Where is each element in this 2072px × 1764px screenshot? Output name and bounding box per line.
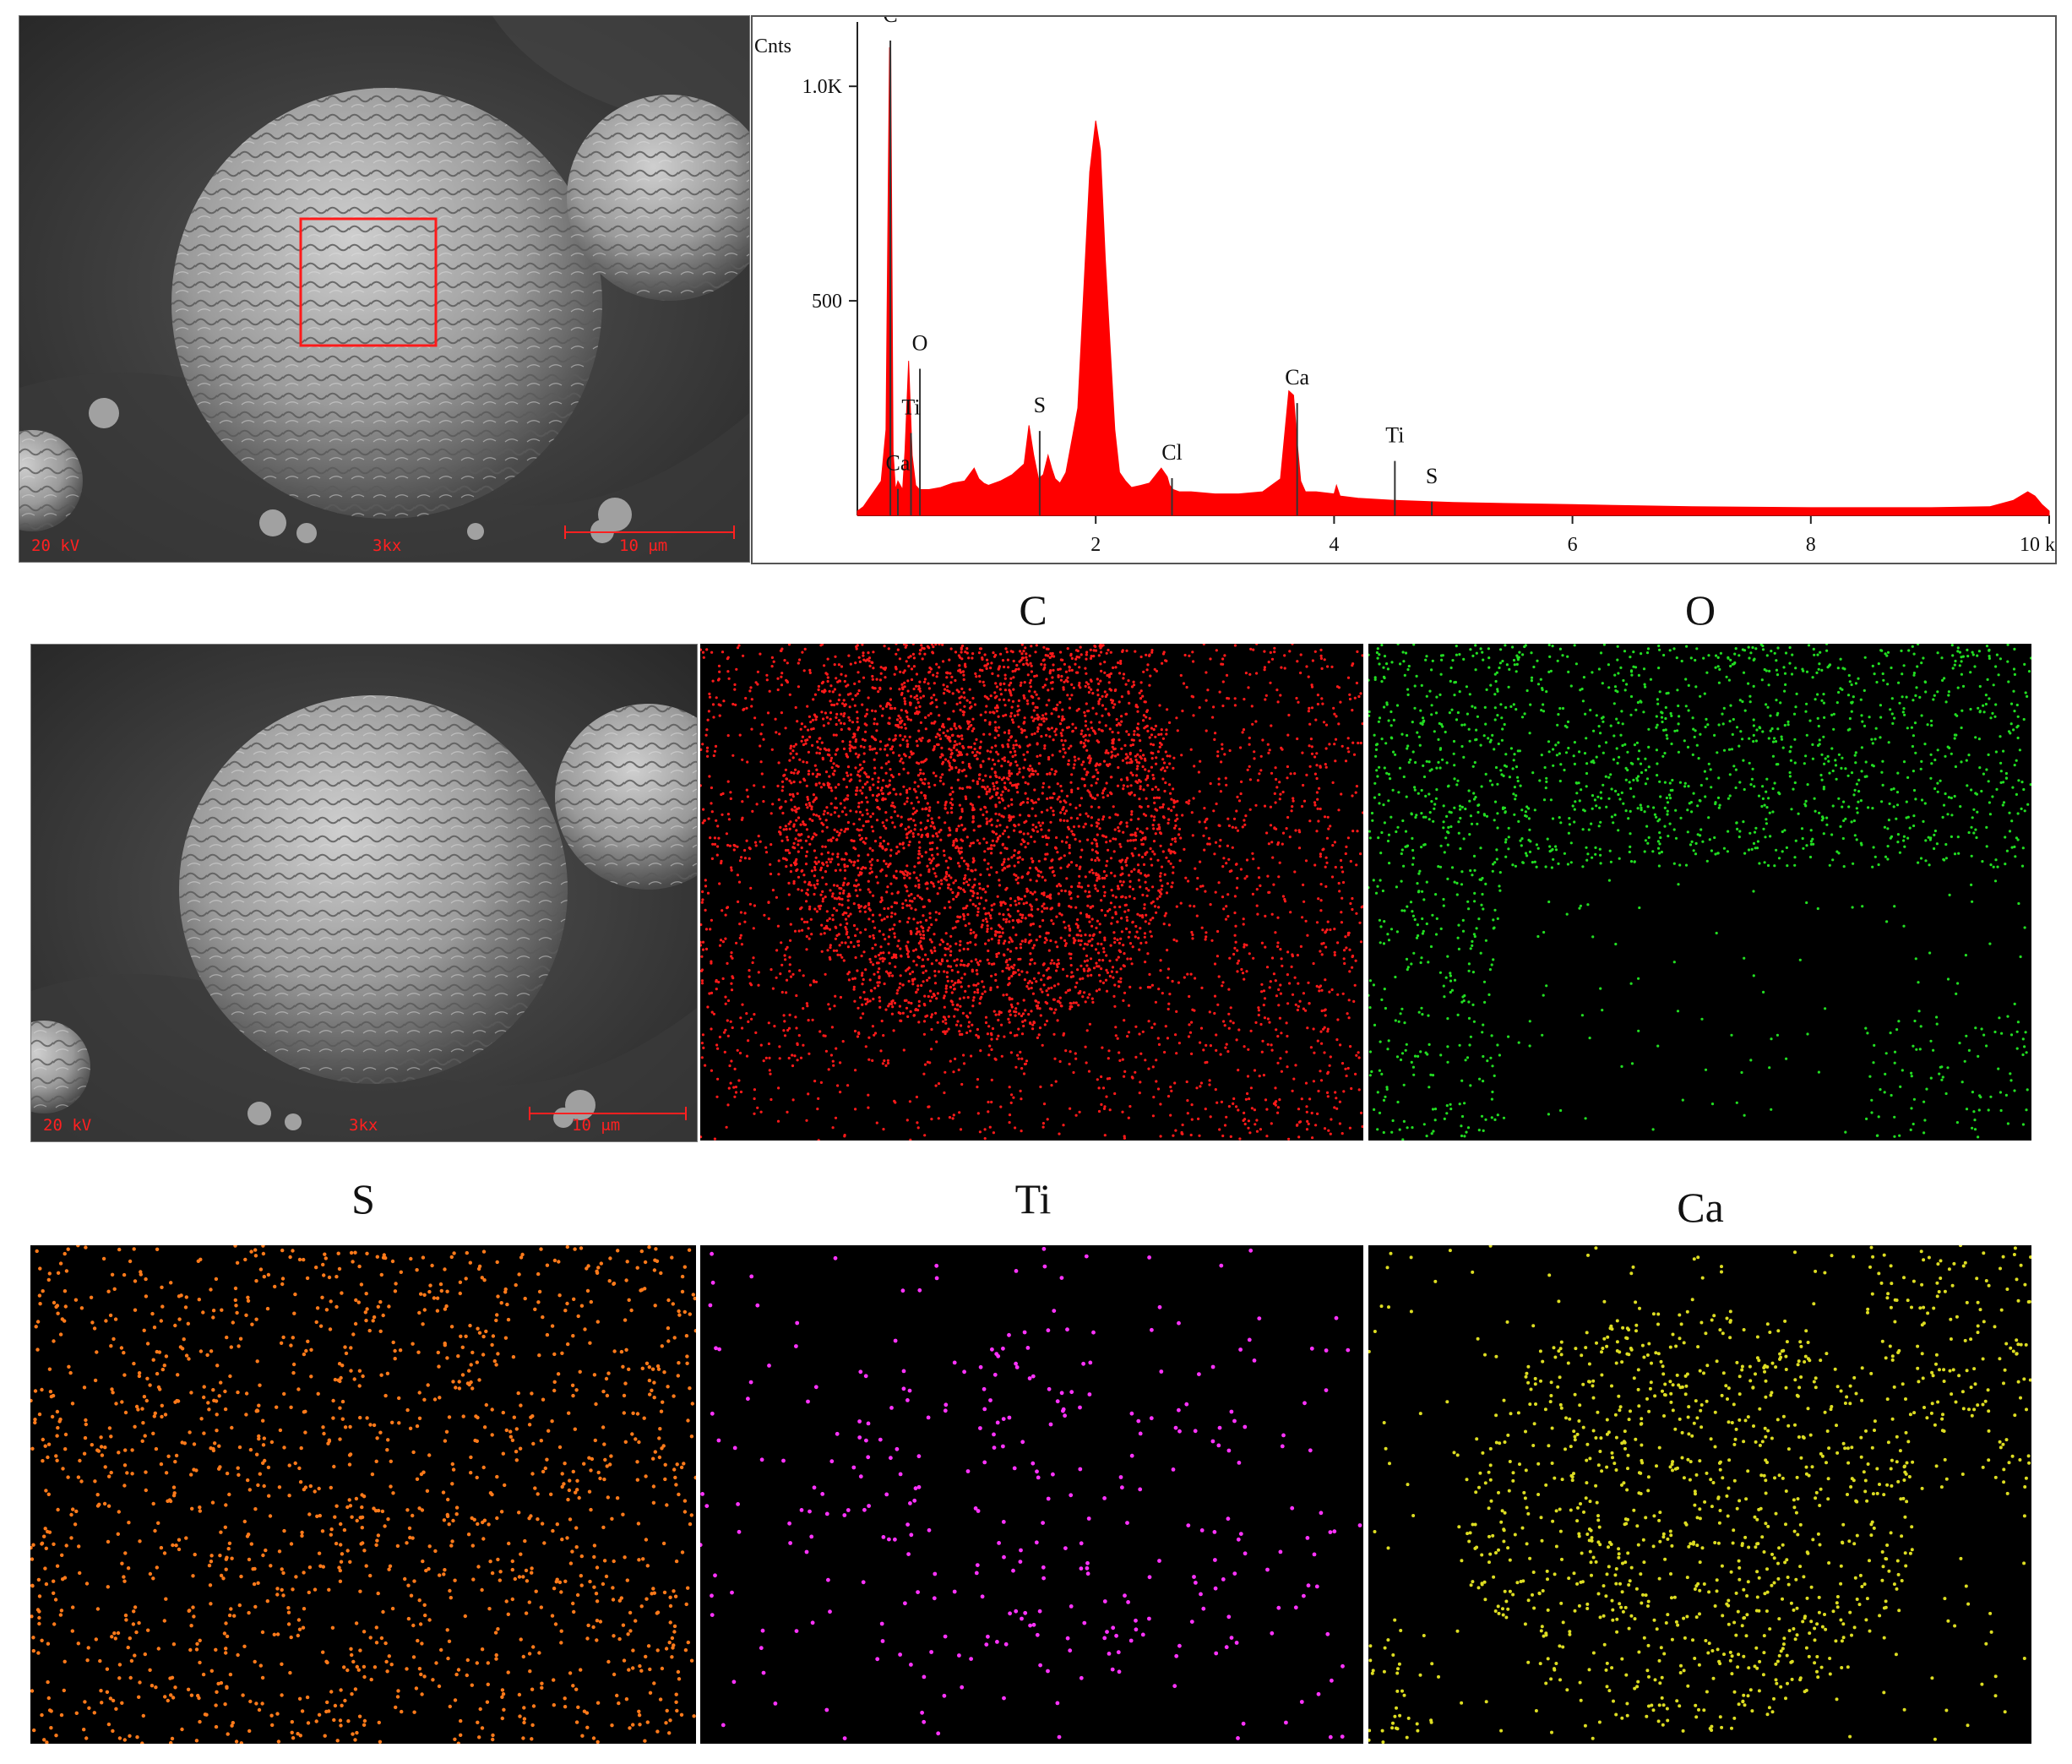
peak-label: O	[912, 330, 928, 355]
y-tick-label: 500	[812, 291, 842, 313]
eds-spectrum-chart: 2 4 6 8 10 keV 500 1.0K Cnts C O Ti Ca S Cl Ca Ti S	[751, 15, 2057, 564]
sem-micrograph-reference	[31, 645, 697, 1141]
map-title-c: C	[1019, 586, 1047, 634]
element-map-c-dots	[700, 644, 1363, 1141]
x-tick-label: 2	[1090, 534, 1101, 556]
element-map-ti-dots	[700, 1246, 1362, 1740]
map-title-s: S	[351, 1175, 375, 1222]
peak-label: Ca	[1285, 365, 1309, 389]
peak-label: C	[883, 17, 897, 27]
map-title-o: O	[1684, 586, 1716, 634]
element-signal-dots	[700, 1246, 1362, 1740]
spectrum-counts-area	[857, 47, 2050, 516]
peak-label: Ca	[886, 451, 911, 476]
element-map-s	[30, 1245, 696, 1744]
element-signal-dots	[1368, 1245, 2031, 1744]
element-map-s-dots	[30, 1245, 696, 1744]
peak-label: Ti	[1385, 423, 1404, 448]
element-signal-dots	[30, 1245, 696, 1744]
element-map-ti	[700, 1245, 1363, 1744]
element-signal-dots	[700, 644, 1363, 1141]
accelerating-voltage-label-2: 20 kV	[43, 1116, 92, 1135]
peak-label: Cl	[1161, 440, 1183, 465]
magnification-label-2: 3kx	[349, 1116, 378, 1135]
x-tick-label: 6	[1568, 534, 1578, 556]
spectrum-plot-area: 2 4 6 8 10 keV 500 1.0K Cnts C O Ti Ca S Cl Ca Ti S	[754, 17, 2055, 556]
element-map-ca-dots	[1368, 1245, 2031, 1744]
x-tick-label: 8	[1806, 534, 1816, 556]
peak-label: Ti	[901, 395, 920, 420]
scale-bar-label: 10 μm	[619, 536, 668, 555]
peak-label: S	[1426, 464, 1438, 488]
element-map-o	[1368, 644, 2031, 1141]
element-map-o-dots	[1368, 644, 2031, 1141]
element-map-c	[700, 644, 1363, 1141]
x-tick-label: 4	[1329, 534, 1339, 556]
scale-bar-label-2: 10 μm	[572, 1116, 621, 1135]
accelerating-voltage-label: 20 kV	[31, 536, 80, 555]
analysis-region-box	[299, 217, 438, 347]
sem-image-map-reference: 20 kV 3kx 10 μm	[30, 644, 698, 1142]
sem-image-top: 20 kV 3kx 10 μm	[19, 15, 750, 563]
y-axis-label: Cnts	[754, 35, 791, 57]
y-tick-label: 1.0K	[802, 76, 843, 98]
peak-label: S	[1034, 393, 1046, 417]
map-title-ti: Ti	[1014, 1175, 1052, 1222]
x-tick-label: 10 keV	[2020, 534, 2055, 556]
element-map-ca	[1368, 1245, 2031, 1744]
sem-micrograph	[19, 16, 749, 562]
magnification-label: 3kx	[373, 536, 402, 555]
map-title-ca: Ca	[1677, 1184, 1724, 1231]
element-signal-dots	[1368, 644, 2031, 1141]
